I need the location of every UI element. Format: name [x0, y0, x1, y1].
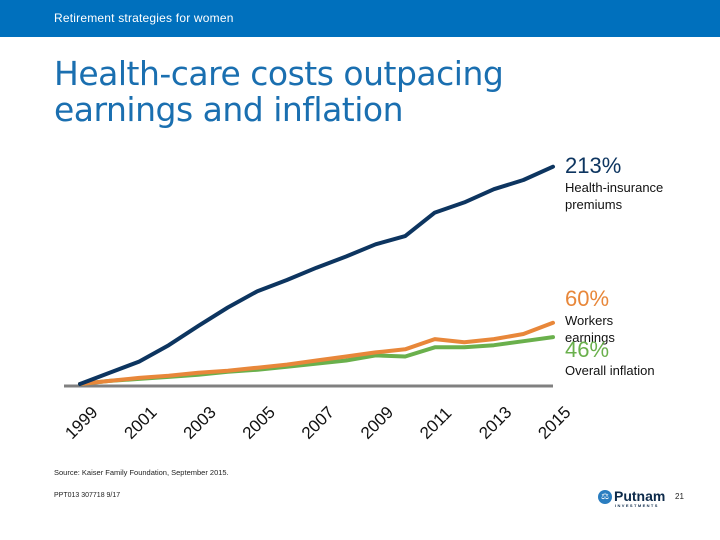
x-tick-label: 2007: [298, 403, 338, 443]
logo-subtitle: INVESTMENTS: [615, 503, 659, 508]
header-bar: Retirement strategies for women: [0, 0, 720, 37]
logo-name: Putnam: [614, 488, 666, 504]
x-tick-label: 2011: [416, 404, 455, 443]
x-tick-label: 2009: [357, 403, 397, 443]
section-title: Retirement strategies for women: [54, 11, 234, 25]
x-tick-label: 2015: [534, 403, 574, 443]
document-code: PPT013 307718 9/17: [54, 492, 121, 499]
health-value-label: 213%: [565, 153, 621, 178]
earnings-series-label: earnings: [565, 330, 615, 345]
health-series-label: Health-insurance: [565, 180, 663, 195]
earnings-series-label: Workers: [565, 313, 614, 328]
x-tick-label: 2001: [121, 403, 161, 443]
workers-earnings-line: [78, 320, 555, 386]
health-series-label: premiums: [565, 197, 623, 212]
x-tick-label: 2013: [475, 403, 515, 443]
putnam-logo: ⚖ Putnam INVESTMENTS: [598, 488, 678, 508]
x-tick-label: 2005: [239, 403, 279, 443]
scales-icon: ⚖: [598, 490, 612, 504]
inflation-value-label: 46%: [565, 337, 609, 362]
x-tick-label: 1999: [61, 403, 101, 443]
page-number: 21: [675, 492, 684, 501]
slide-title-line1: Health-care costs outpacing: [54, 54, 504, 93]
x-tick-label: 2003: [180, 403, 220, 443]
inflation-series-label: Overall inflation: [565, 363, 655, 378]
slide-title-line2: earnings and inflation: [54, 90, 404, 129]
health-premiums-line: [78, 164, 555, 386]
earnings-value-label: 60%: [565, 286, 609, 311]
slide-title: Health-care costs outpacing earnings and…: [54, 54, 504, 129]
source-note: Source: Kaiser Family Foundation, Septem…: [54, 468, 229, 477]
